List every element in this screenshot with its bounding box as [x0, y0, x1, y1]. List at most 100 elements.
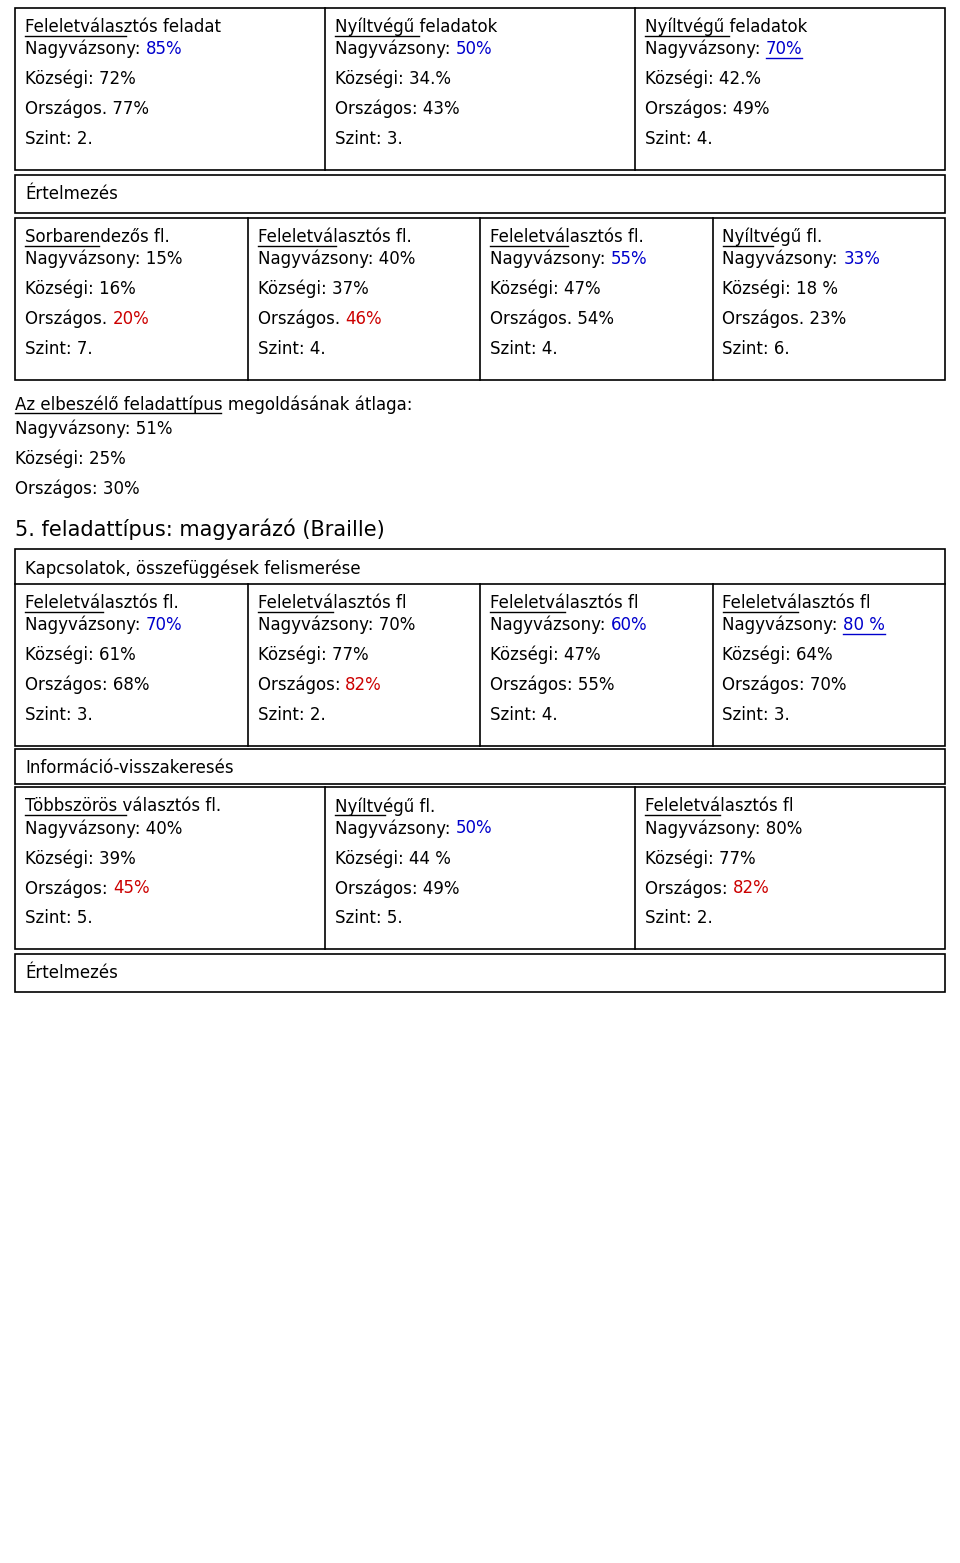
Text: Nagyvázsony:: Nagyvázsony:	[25, 41, 146, 58]
Bar	[15, 953, 945, 993]
Text: Szint: 2.: Szint: 2.	[257, 706, 325, 724]
Text: Nyíltvégű fl.: Nyíltvégű fl.	[723, 228, 823, 247]
Text: Szint: 2.: Szint: 2.	[25, 130, 93, 148]
Text: Országos. 23%: Országos. 23%	[723, 309, 847, 328]
Text: Információ-visszakeresés: Információ-visszakeresés	[25, 760, 233, 777]
Text: Feleletválasztós fl.: Feleletválasztós fl.	[25, 594, 179, 613]
Text: Feleletválasztós fl.: Feleletválasztós fl.	[490, 228, 644, 245]
Text: Országos.: Országos.	[25, 309, 112, 328]
Text: Nyíltvégű feladatok: Nyíltvégű feladatok	[335, 19, 497, 36]
Text: Községi: 47%: Községi: 47%	[490, 646, 601, 664]
Text: 82%: 82%	[346, 677, 382, 694]
Text: Szint: 3.: Szint: 3.	[335, 130, 403, 148]
Text: Nagyvázsony: 51%: Nagyvázsony: 51%	[15, 419, 173, 438]
Text: Szint: 4.: Szint: 4.	[490, 706, 558, 724]
Text: Többszörös választós fl.: Többszörös választós fl.	[25, 797, 221, 814]
Text: Országos: 55%: Országos: 55%	[490, 677, 614, 694]
Text: 45%: 45%	[113, 878, 150, 897]
Text: Országos:: Országos:	[645, 878, 732, 897]
Text: Szint: 4.: Szint: 4.	[490, 341, 558, 358]
Text: Szint: 3.: Szint: 3.	[723, 706, 790, 724]
Text: 70%: 70%	[146, 616, 182, 635]
Text: Községi: 42.%: Községi: 42.%	[645, 70, 761, 89]
Text: Országos: 49%: Országos: 49%	[645, 100, 770, 119]
Text: 70%: 70%	[766, 41, 803, 58]
Bar	[15, 788, 945, 949]
Text: Országos. 77%: Országos. 77%	[25, 100, 149, 119]
Text: Nyíltvégű fl.: Nyíltvégű fl.	[335, 797, 435, 816]
Text: Nagyvázsony: 15%: Nagyvázsony: 15%	[25, 250, 182, 269]
Text: Feleletválasztós feladat: Feleletválasztós feladat	[25, 19, 221, 36]
Text: Értelmezés: Értelmezés	[25, 964, 118, 982]
Text: Nagyvázsony:: Nagyvázsony:	[723, 616, 843, 635]
Text: Községi: 47%: Községi: 47%	[490, 280, 601, 299]
Bar	[15, 549, 945, 746]
Text: Országos: 68%: Országos: 68%	[25, 677, 150, 694]
Text: Szint: 5.: Szint: 5.	[335, 910, 402, 927]
Text: Országos. 54%: Országos. 54%	[490, 309, 614, 328]
Text: Országos: 30%: Országos: 30%	[15, 478, 139, 497]
Text: Nagyvázsony: 40%: Nagyvázsony: 40%	[257, 250, 415, 269]
Text: 85%: 85%	[146, 41, 182, 58]
Text: Feleletválasztós fl: Feleletválasztós fl	[490, 594, 638, 613]
Text: Értelmezés: Értelmezés	[25, 184, 118, 203]
Text: 80 %: 80 %	[843, 616, 885, 635]
Bar	[15, 749, 945, 785]
Text: Országos:: Országos:	[257, 677, 346, 694]
Text: Községi: 72%: Községi: 72%	[25, 70, 135, 89]
Text: Községi: 44 %: Községi: 44 %	[335, 849, 451, 867]
Text: Feleletválasztós fl: Feleletválasztós fl	[257, 594, 406, 613]
Text: Országos: 43%: Országos: 43%	[335, 100, 460, 119]
Text: Országos: 49%: Országos: 49%	[335, 878, 460, 897]
Text: Feleletválasztós fl: Feleletválasztós fl	[723, 594, 871, 613]
Text: Nagyvázsony:: Nagyvázsony:	[490, 616, 611, 635]
Text: Feleletválasztós fl.: Feleletválasztós fl.	[257, 228, 411, 245]
Text: Kapcsolatok, összefüggések felismerése: Kapcsolatok, összefüggések felismerése	[25, 560, 361, 577]
Text: Szint: 2.: Szint: 2.	[645, 910, 712, 927]
Text: Nagyvázsony: 80%: Nagyvázsony: 80%	[645, 819, 803, 838]
Text: Községi: 37%: Községi: 37%	[257, 280, 369, 299]
Text: Községi: 25%: Községi: 25%	[15, 449, 126, 467]
Text: 50%: 50%	[456, 41, 492, 58]
Text: Községi: 39%: Községi: 39%	[25, 849, 135, 867]
Text: 5. feladattípus: magyarázó (Braille): 5. feladattípus: magyarázó (Braille)	[15, 519, 385, 541]
Text: Nagyvázsony:: Nagyvázsony:	[645, 41, 766, 58]
Bar	[15, 175, 945, 213]
Text: Községi: 77%: Községi: 77%	[645, 849, 756, 867]
Text: Községi: 61%: Községi: 61%	[25, 646, 135, 664]
Text: Nagyvázsony:: Nagyvázsony:	[490, 250, 611, 269]
Text: Szint: 7.: Szint: 7.	[25, 341, 92, 358]
Text: 46%: 46%	[345, 309, 381, 328]
Text: 55%: 55%	[611, 250, 647, 267]
Text: 60%: 60%	[611, 616, 647, 635]
Text: Szint: 3.: Szint: 3.	[25, 706, 93, 724]
Text: Országos: 70%: Országos: 70%	[723, 677, 847, 694]
Text: Községi: 64%: Községi: 64%	[723, 646, 833, 664]
Bar	[15, 8, 945, 170]
Text: Nagyvázsony: 70%: Nagyvázsony: 70%	[257, 616, 415, 635]
Text: Országos:: Országos:	[25, 878, 113, 897]
Text: Az elbeszélő feladattípus megoldásának átlaga:: Az elbeszélő feladattípus megoldásának á…	[15, 395, 413, 414]
Text: Nagyvázsony:: Nagyvázsony:	[335, 819, 456, 838]
Text: Országos.: Országos.	[257, 309, 345, 328]
Text: Nagyvázsony: 40%: Nagyvázsony: 40%	[25, 819, 182, 838]
Text: Községi: 16%: Községi: 16%	[25, 280, 135, 299]
Text: Nyíltvégű feladatok: Nyíltvégű feladatok	[645, 19, 807, 36]
Text: Szint: 4.: Szint: 4.	[257, 341, 325, 358]
Text: 33%: 33%	[843, 250, 880, 267]
Text: Községi: 18 %: Községi: 18 %	[723, 280, 838, 299]
Text: Szint: 6.: Szint: 6.	[723, 341, 790, 358]
Text: Községi: 34.%: Községi: 34.%	[335, 70, 451, 89]
Text: Községi: 77%: Községi: 77%	[257, 646, 368, 664]
Text: Nagyvázsony:: Nagyvázsony:	[25, 616, 146, 635]
Text: Nagyvázsony:: Nagyvázsony:	[335, 41, 456, 58]
Text: 82%: 82%	[732, 878, 770, 897]
Text: Szint: 4.: Szint: 4.	[645, 130, 712, 148]
Text: Sorbarendezős fl.: Sorbarendezős fl.	[25, 228, 170, 245]
Text: 20%: 20%	[112, 309, 149, 328]
Text: 50%: 50%	[456, 819, 492, 838]
Text: Feleletválasztós fl: Feleletválasztós fl	[645, 797, 794, 814]
Text: Nagyvázsony:: Nagyvázsony:	[723, 250, 843, 269]
Text: Szint: 5.: Szint: 5.	[25, 910, 92, 927]
Bar	[15, 217, 945, 380]
